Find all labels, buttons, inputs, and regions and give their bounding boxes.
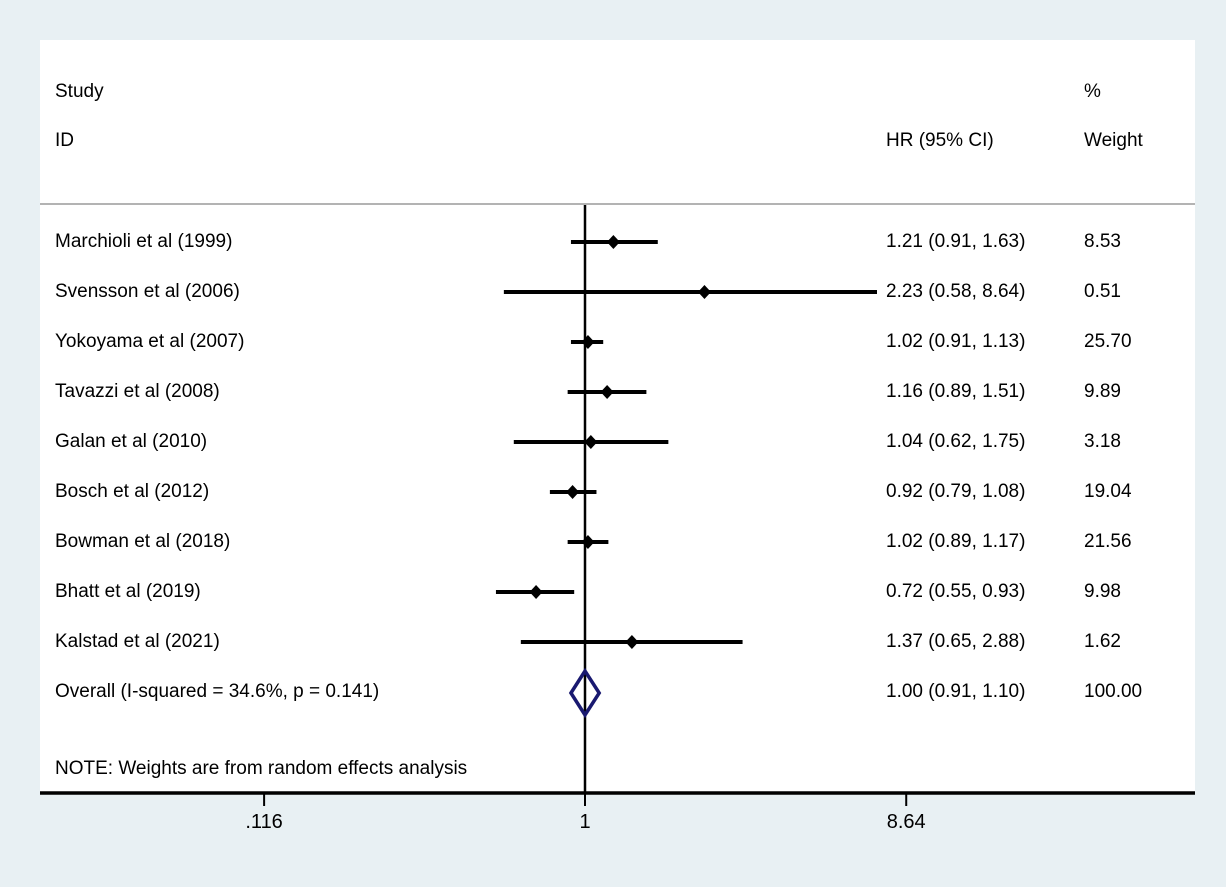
effect-text: 2.23 (0.58, 8.64)	[886, 281, 1026, 302]
effect-text: 1.16 (0.89, 1.51)	[886, 381, 1026, 402]
x-axis-tick-label: 1	[579, 811, 591, 833]
column-header-effect: HR (95% CI)	[886, 130, 994, 151]
overall-effect-text: 1.00 (0.91, 1.10)	[886, 681, 1026, 702]
effect-text: 0.92 (0.79, 1.08)	[886, 481, 1026, 502]
study-label: Bosch et al (2012)	[55, 481, 210, 502]
study-label: Tavazzi et al (2008)	[55, 381, 220, 402]
effect-text: 1.04 (0.62, 1.75)	[886, 431, 1026, 452]
header-separator	[40, 203, 1195, 205]
weight-text: 1.62	[1084, 631, 1121, 652]
study-label: Galan et al (2010)	[55, 431, 208, 452]
study-label: Yokoyama et al (2007)	[55, 331, 245, 352]
overall-label: Overall (I-squared = 34.6%, p = 0.141)	[55, 681, 380, 702]
weight-text: 19.04	[1084, 481, 1132, 502]
effect-text: 1.02 (0.91, 1.13)	[886, 331, 1026, 352]
weight-text: 9.89	[1084, 381, 1121, 402]
overall-weight-text: 100.00	[1084, 681, 1143, 702]
weight-text: 8.53	[1084, 231, 1121, 252]
column-header-weight-line2: Weight	[1084, 130, 1143, 151]
x-axis-tick-label: 8.64	[886, 811, 926, 833]
study-label: Svensson et al (2006)	[55, 281, 240, 302]
plot-area	[40, 40, 1195, 793]
weight-text: 9.98	[1084, 581, 1121, 602]
study-label: Marchioli et al (1999)	[55, 231, 233, 252]
study-label: Kalstad et al (2021)	[55, 631, 220, 652]
weight-text: 25.70	[1084, 331, 1132, 352]
x-axis-tick-label: .116	[245, 811, 283, 833]
column-header-study-line1: Study	[55, 81, 104, 102]
weight-text: 21.56	[1084, 531, 1132, 552]
study-label: Bhatt et al (2019)	[55, 581, 201, 602]
effect-text: 1.37 (0.65, 2.88)	[886, 631, 1026, 652]
column-header-weight-line1: %	[1084, 81, 1101, 102]
weight-text: 0.51	[1084, 281, 1121, 302]
column-header-study-line2: ID	[55, 130, 74, 151]
effect-text: 1.21 (0.91, 1.63)	[886, 231, 1026, 252]
note-text: NOTE: Weights are from random effects an…	[55, 758, 468, 779]
effect-text: 0.72 (0.55, 0.93)	[886, 581, 1026, 602]
effect-text: 1.02 (0.89, 1.17)	[886, 531, 1026, 552]
study-label: Bowman et al (2018)	[55, 531, 231, 552]
weight-text: 3.18	[1084, 431, 1121, 452]
